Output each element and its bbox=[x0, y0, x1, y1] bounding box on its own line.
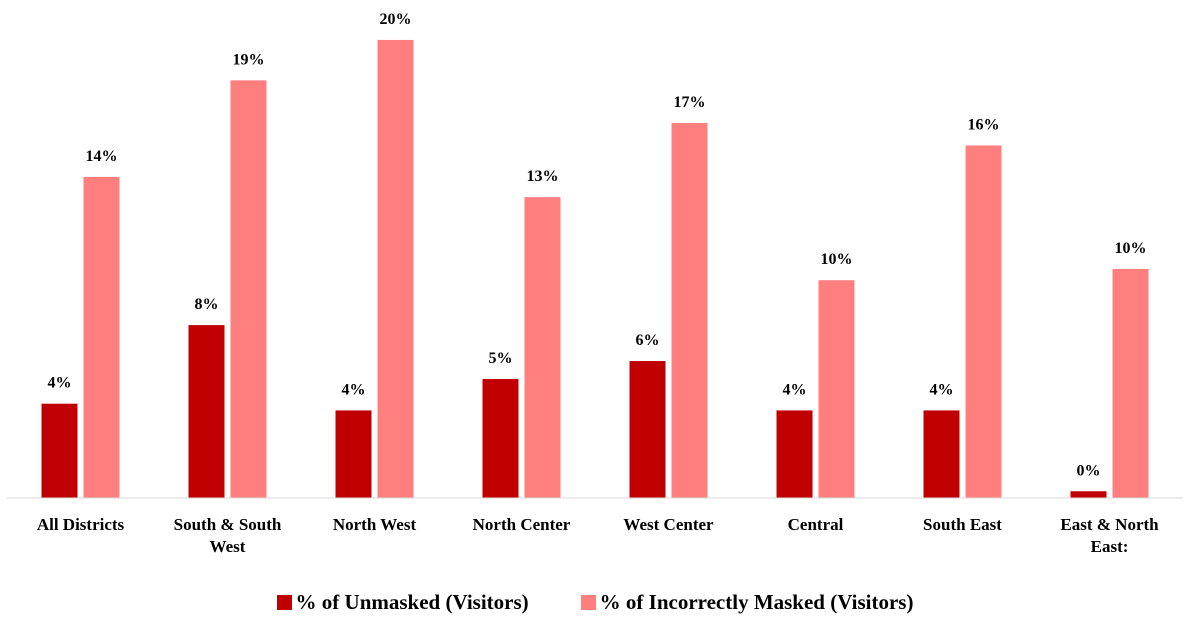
bar bbox=[482, 378, 519, 498]
x-tick-label: North Center bbox=[472, 515, 571, 534]
data-label: 20% bbox=[380, 11, 412, 28]
bar bbox=[923, 410, 960, 498]
data-label: 0% bbox=[1077, 462, 1101, 479]
data-label: 4% bbox=[783, 381, 807, 398]
data-label: 4% bbox=[48, 375, 72, 392]
legend-swatch bbox=[276, 595, 292, 610]
bar bbox=[1112, 268, 1149, 498]
x-tick-label: North West bbox=[332, 515, 417, 534]
x-tick-label: South & South West bbox=[173, 515, 282, 556]
legend-item: % of Incorrectly Masked (Visitors) bbox=[580, 590, 914, 615]
bar bbox=[965, 145, 1002, 499]
data-label: 19% bbox=[233, 51, 265, 68]
x-tick-label: Central bbox=[787, 515, 844, 534]
legend-label: % of Unmasked (Visitors) bbox=[295, 590, 529, 614]
x-tick-label: South East bbox=[923, 515, 1002, 534]
legend-item: % of Unmasked (Visitors) bbox=[276, 590, 529, 615]
legend-label: % of Incorrectly Masked (Visitors) bbox=[599, 590, 914, 614]
data-label: 13% bbox=[527, 168, 559, 185]
data-label: 14% bbox=[86, 148, 118, 165]
bar bbox=[524, 197, 561, 499]
bar bbox=[818, 280, 855, 498]
data-label: 4% bbox=[930, 381, 954, 398]
data-label: 6% bbox=[636, 332, 660, 349]
data-label: 5% bbox=[489, 350, 513, 367]
bar bbox=[335, 410, 372, 498]
legend-swatch bbox=[580, 595, 596, 610]
bar bbox=[1070, 491, 1107, 498]
data-label: 4% bbox=[342, 381, 366, 398]
x-tick-label: West Center bbox=[623, 515, 714, 534]
legend: % of Unmasked (Visitors) % of Incorrectly… bbox=[0, 590, 1190, 615]
bar bbox=[776, 410, 813, 498]
data-label: 16% bbox=[968, 116, 1000, 133]
x-tick-label: East & North East: bbox=[1060, 515, 1159, 556]
bar bbox=[671, 123, 708, 498]
data-label: 17% bbox=[674, 94, 706, 111]
bar bbox=[377, 39, 414, 498]
bar bbox=[83, 176, 120, 498]
bar bbox=[41, 403, 78, 498]
data-label: 10% bbox=[1115, 240, 1147, 257]
data-label: 10% bbox=[821, 251, 853, 268]
data-label: 8% bbox=[195, 296, 219, 313]
bar bbox=[188, 325, 225, 498]
bar bbox=[629, 361, 666, 498]
bar bbox=[230, 80, 267, 498]
x-tick-label: All Districts bbox=[36, 515, 125, 534]
